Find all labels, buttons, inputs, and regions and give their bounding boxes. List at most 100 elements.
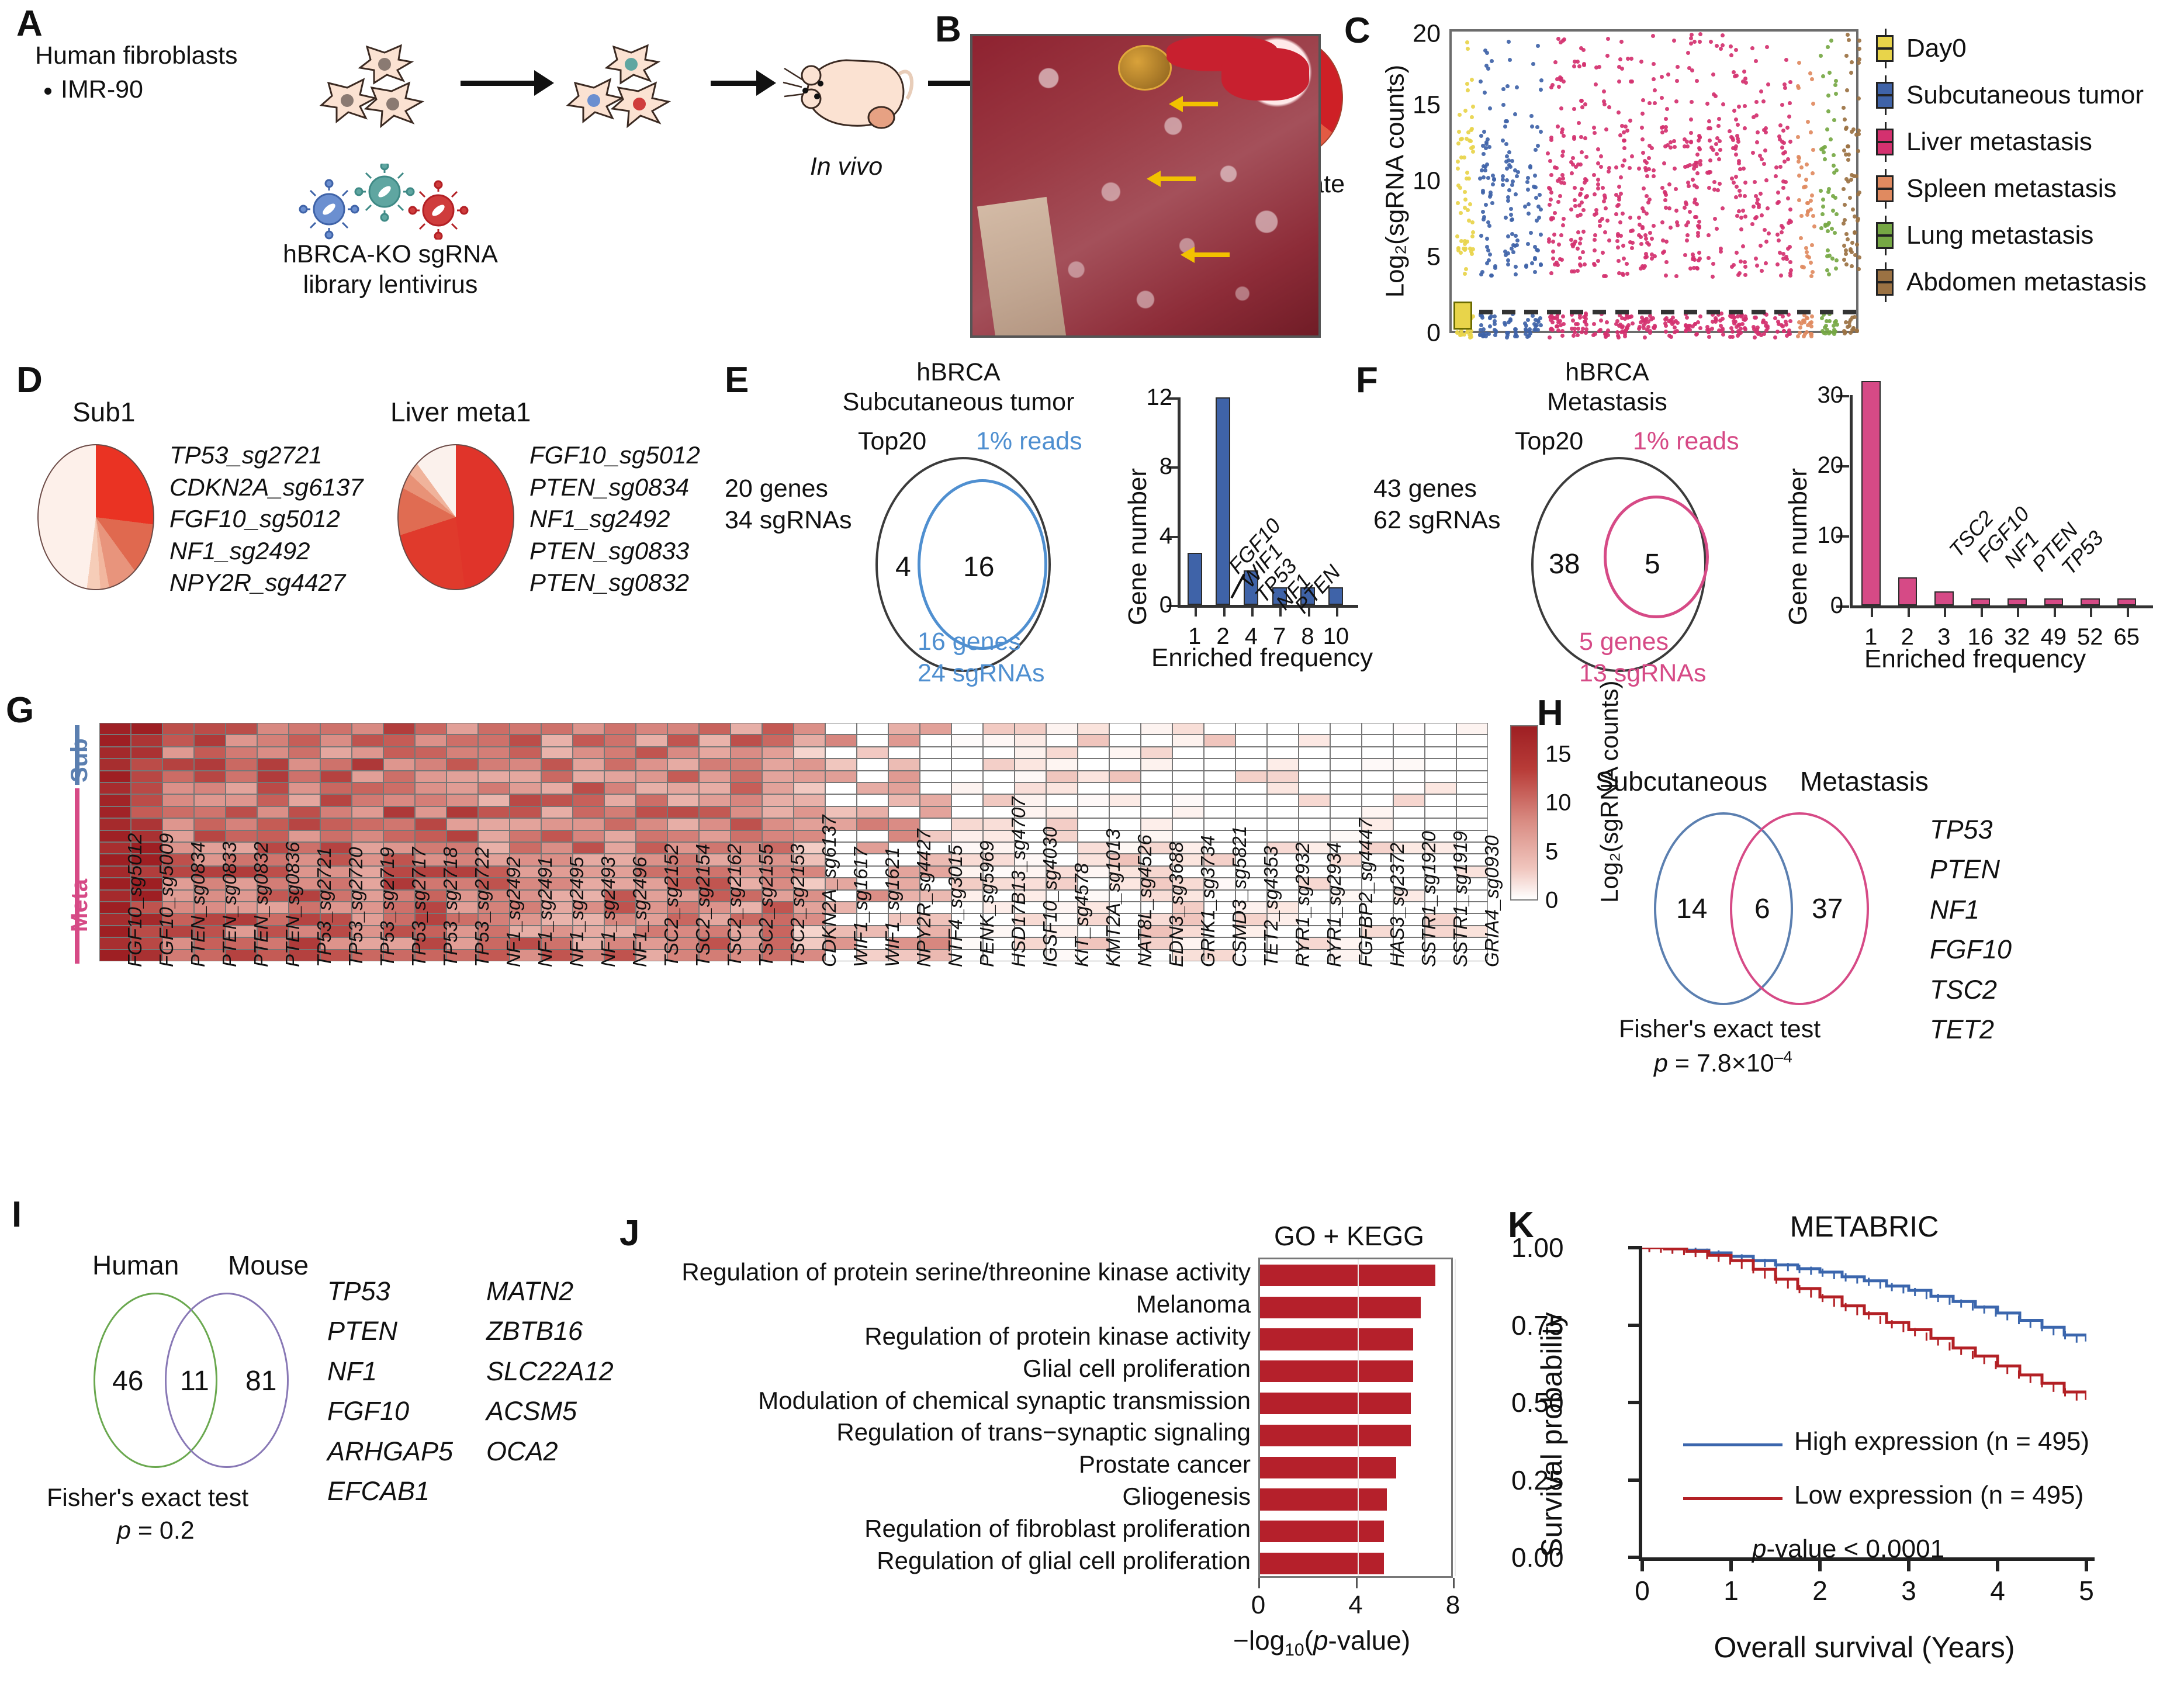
scatter-point	[1643, 168, 1648, 172]
pie-chart-liver-meta1	[397, 444, 514, 590]
scatter-point	[1549, 327, 1553, 332]
heatmap-cell	[257, 913, 289, 926]
scatter-point	[1776, 190, 1780, 195]
scatter-point	[1685, 164, 1690, 169]
heatmap-cell	[415, 937, 447, 950]
scatter-point	[1599, 318, 1604, 323]
heatmap-cell	[447, 878, 478, 890]
heatmap-cell	[447, 902, 478, 914]
heatmap-cell	[667, 806, 699, 819]
scatter-point	[1641, 186, 1646, 191]
heatmap-cell	[857, 806, 888, 819]
heatmap-cell	[226, 925, 257, 938]
heatmap-cell	[352, 913, 383, 926]
panel-e-subcutaneous: E hBRCA Subcutaneous tumor Top20 1% read…	[725, 358, 1373, 701]
scatter-point	[1482, 152, 1486, 157]
scatter-point	[1671, 139, 1676, 144]
scatter-point	[1642, 325, 1646, 330]
scatter-point	[1763, 321, 1768, 325]
scatter-point	[1849, 129, 1854, 134]
scatter-point	[1698, 159, 1702, 164]
scatter-point	[1607, 165, 1611, 170]
panel-f-venn-outer-label: Top20	[1515, 427, 1584, 455]
legend-item-abdomen-metastasis[interactable]: Abdomen metastasis	[1876, 262, 2147, 302]
scatter-point	[1846, 237, 1850, 241]
legend-item-subcutaneous-tumor[interactable]: Subcutaneous tumor	[1876, 75, 2147, 115]
bar-x-tickmark	[1871, 605, 1874, 617]
scatter-point	[1605, 328, 1610, 333]
heatmap-cell	[131, 937, 162, 950]
heatmap-cell	[131, 842, 162, 854]
panel-i-gene-c2-1: ZBTB16	[486, 1316, 583, 1346]
scatter-point	[1830, 209, 1835, 213]
legend-item-spleen-metastasis[interactable]: Spleen metastasis	[1876, 169, 2147, 209]
scatter-point	[1524, 328, 1528, 333]
heatmap-cell	[731, 902, 762, 914]
scatter-point	[1637, 216, 1641, 220]
heatmap-cell	[888, 759, 920, 771]
scatter-point	[1484, 237, 1489, 241]
heatmap-x-label: PTEN_sg0833	[219, 842, 241, 967]
panel-h-gene-3: FGF10	[1930, 934, 2012, 965]
scatter-point	[1462, 333, 1466, 337]
scatter-point	[1484, 331, 1489, 335]
scatter-point	[1462, 155, 1467, 160]
bar-y-tick-label: 4	[1159, 522, 1172, 549]
heatmap-cell	[699, 818, 731, 830]
scatter-point	[1687, 323, 1691, 328]
bar-x-tickmark	[2053, 605, 2056, 617]
heatmap-cell	[99, 913, 131, 926]
heatmap-cell	[604, 925, 636, 938]
heatmap-cell	[794, 913, 825, 926]
panel-h-gene-2: NF1	[1930, 894, 1980, 924]
scatter-point	[1780, 314, 1785, 318]
scatter-point	[1689, 131, 1694, 136]
scatter-point	[1523, 205, 1528, 209]
legend-item-lung-metastasis[interactable]: Lung metastasis	[1876, 216, 2147, 255]
scatter-point	[1592, 248, 1597, 252]
panel-c-legend: Day0 Subcutaneous tumor Liver metastasis…	[1876, 29, 2147, 314]
panel-f-label: F	[1356, 360, 1378, 400]
heatmap-cell	[99, 925, 131, 938]
heatmap-x-label: KMT2A_sg1013	[1102, 829, 1124, 967]
scatter-point	[1773, 174, 1778, 179]
heatmap-cell	[888, 746, 920, 759]
heatmap-cell	[447, 937, 478, 950]
scatter-point	[1729, 44, 1733, 49]
scatter-point	[1820, 212, 1825, 217]
legend-item-liver-metastasis[interactable]: Liver metastasis	[1876, 122, 2147, 162]
scatter-point	[1684, 223, 1688, 228]
scatter-point	[1594, 208, 1598, 213]
panel-h-test-name: Fisher's exact test	[1619, 1015, 1821, 1043]
heatmap-cell	[131, 770, 162, 782]
heatmap-cell	[794, 818, 825, 830]
heatmap-cell	[320, 818, 352, 830]
scatter-point	[1714, 94, 1718, 99]
heatmap-cell	[478, 842, 510, 854]
legend-label-day0: Day0	[1906, 34, 1967, 63]
heatmap-cell	[1393, 770, 1425, 782]
scatter-point	[1715, 43, 1719, 48]
scatter-point	[1593, 82, 1598, 86]
legend-item-day0[interactable]: Day0	[1876, 29, 2147, 68]
panel-h-count-intersection: 6	[1754, 894, 1770, 924]
heatmap-cell	[478, 782, 510, 795]
scatter-point	[1580, 105, 1584, 109]
scatter-point	[1803, 332, 1807, 336]
scatter-point	[1736, 139, 1741, 144]
heatmap-x-label: FGF10_sg5009	[155, 833, 178, 967]
panel-f-metastasis: F hBRCA Metastasis Top20 1% reads 43 gen…	[1356, 358, 2184, 701]
scatter-point	[1534, 195, 1539, 200]
heatmap-cell	[1330, 746, 1362, 759]
scatter-point	[1826, 229, 1830, 234]
panel-f-bar-yticks: 0 10 20 30	[1804, 382, 1849, 618]
scatter-point	[1580, 250, 1585, 255]
scatter-point	[1661, 238, 1666, 243]
heatmap-cell	[731, 937, 762, 950]
scatter-point	[1641, 209, 1646, 214]
legend-swatch-day0	[1876, 29, 1894, 68]
panel-k-title: METABRIC	[1790, 1210, 1939, 1243]
scatter-point	[1856, 217, 1860, 221]
scatter-point	[1643, 321, 1647, 325]
scatter-point	[1470, 220, 1475, 225]
